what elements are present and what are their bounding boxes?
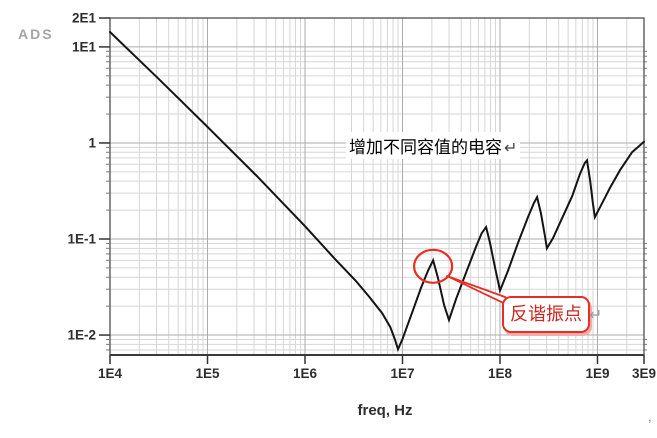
- annotation-add-capacitors-text: 增加不同容值的电容: [349, 138, 502, 157]
- antiresonance-circle: [413, 248, 454, 284]
- antiresonance-callout-label: 反谐振点: [510, 304, 582, 324]
- x-tick-label: 1E7: [390, 366, 414, 381]
- x-tick-label: 1E6: [293, 366, 318, 381]
- y-tick-label: 1E-1: [67, 232, 96, 247]
- x-tick-label: 1E9: [585, 366, 609, 381]
- y-tick-label: 2E1: [72, 11, 97, 26]
- y-tick-label: 1: [88, 135, 96, 150]
- x-tick-label: 1E5: [195, 366, 220, 381]
- antiresonance-callout-box: 反谐振点: [502, 296, 590, 333]
- return-mark-icon: ↵: [504, 140, 518, 157]
- x-axis-title: freq, Hz: [357, 402, 413, 419]
- impedance-curve: [109, 31, 645, 353]
- annotation-add-capacitors: 增加不同容值的电容 ↵: [346, 132, 521, 159]
- stray-punctuation-mark: ,: [648, 409, 652, 424]
- y-tick-label: 1E1: [72, 39, 97, 54]
- ads-logo: ADS: [18, 26, 54, 42]
- x-tick-label: 1E8: [488, 366, 513, 381]
- y-tick-label: 1E-2: [67, 328, 96, 343]
- x-tick-label: 3E9: [632, 366, 656, 381]
- x-tick-label: 1E4: [98, 366, 123, 381]
- return-mark-icon: ↵: [589, 307, 603, 324]
